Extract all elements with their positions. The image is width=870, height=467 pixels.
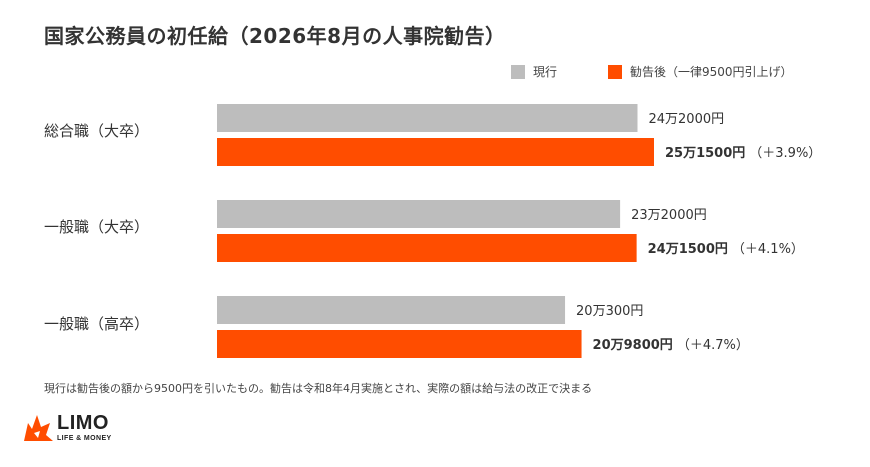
logo-name: LIMO (57, 412, 109, 434)
category-label-ippanshoku-kosotsu: 一般職（高卒） (44, 315, 150, 333)
value-label-recommended-0: 25万1500円 （＋3.9%） (665, 146, 821, 161)
logo-tagline: LIFE & MONEY (57, 435, 112, 442)
bar-current-1 (217, 200, 621, 228)
value-label-current-2: 20万300円 (576, 304, 643, 319)
legend-item-current: 現行 (511, 63, 557, 80)
value-label-current-1: 23万2000円 (631, 208, 707, 223)
legend-swatch-recommended (608, 64, 622, 79)
legend-label-recommended: 勧告後（一律9500円引上げ） (630, 65, 793, 79)
legend-swatch-current (511, 64, 525, 79)
legend-item-recommended: 勧告後（一律9500円引上げ） (608, 63, 793, 80)
bar-current-0 (217, 104, 638, 132)
value-label-recommended-2: 20万9800円 （＋4.7%） (593, 338, 749, 353)
limo-logo: LIMO LIFE & MONEY (20, 411, 150, 451)
bar-recommended-0 (217, 138, 654, 166)
bar-recommended-2 (217, 330, 582, 358)
value-label-current-0: 24万2000円 (648, 112, 724, 127)
chart-title: 国家公務員の初任給（2026年8月の人事院勧告） (44, 24, 506, 48)
footnote: 現行は勧告後の額から9500円を引いたもの。勧告は令和8年4月実施とされ、実際の… (44, 382, 593, 395)
category-label-sogoshoku-daisotsu: 総合職（大卒） (44, 122, 150, 140)
legend-label-current: 現行 (533, 65, 558, 79)
category-label-ippanshoku-daisotsu: 一般職（大卒） (44, 218, 150, 236)
bar-current-2 (217, 296, 566, 324)
fox-logo-icon (24, 415, 53, 441)
bar-recommended-1 (217, 234, 637, 262)
value-label-recommended-1: 24万1500円 （＋4.1%） (648, 242, 804, 257)
